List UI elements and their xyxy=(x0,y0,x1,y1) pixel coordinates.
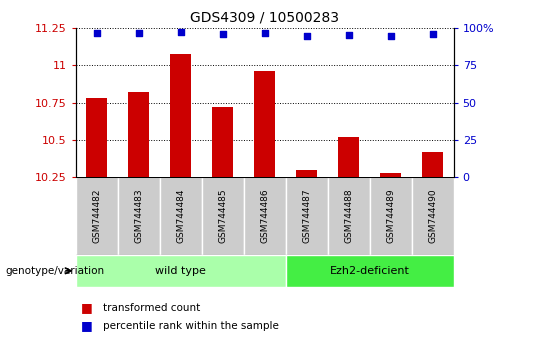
Text: GSM744490: GSM744490 xyxy=(428,189,437,243)
Bar xyxy=(422,152,443,177)
Bar xyxy=(86,98,107,177)
Point xyxy=(92,30,101,36)
Bar xyxy=(170,53,191,177)
Text: GSM744487: GSM744487 xyxy=(302,189,311,243)
Text: GSM744489: GSM744489 xyxy=(386,189,395,243)
Bar xyxy=(76,177,118,255)
Text: Ezh2-deficient: Ezh2-deficient xyxy=(329,266,409,276)
Text: ■: ■ xyxy=(81,302,93,314)
Text: GSM744483: GSM744483 xyxy=(134,189,143,243)
Point xyxy=(218,31,227,36)
Bar xyxy=(118,177,160,255)
Bar xyxy=(369,177,411,255)
Text: percentile rank within the sample: percentile rank within the sample xyxy=(103,321,279,331)
Bar xyxy=(380,172,401,177)
Text: genotype/variation: genotype/variation xyxy=(5,266,105,276)
Point xyxy=(260,30,269,36)
Bar xyxy=(411,177,454,255)
Bar xyxy=(338,137,359,177)
Text: GSM744484: GSM744484 xyxy=(176,189,185,243)
Text: transformed count: transformed count xyxy=(103,303,200,313)
Bar xyxy=(286,177,328,255)
Point xyxy=(386,33,395,39)
Text: GSM744488: GSM744488 xyxy=(344,189,353,243)
Bar xyxy=(76,255,286,287)
Bar xyxy=(254,72,275,177)
Bar xyxy=(286,255,454,287)
Title: GDS4309 / 10500283: GDS4309 / 10500283 xyxy=(190,10,339,24)
Text: wild type: wild type xyxy=(155,266,206,276)
Point xyxy=(345,32,353,38)
Text: ■: ■ xyxy=(81,319,93,332)
Bar xyxy=(212,107,233,177)
Point xyxy=(302,33,311,39)
Text: GSM744482: GSM744482 xyxy=(92,189,101,243)
Bar xyxy=(201,177,244,255)
Text: GSM744486: GSM744486 xyxy=(260,189,269,243)
Point xyxy=(176,29,185,35)
Text: GSM744485: GSM744485 xyxy=(218,189,227,243)
Point xyxy=(428,32,437,37)
Bar xyxy=(160,177,201,255)
Bar xyxy=(128,92,149,177)
Point xyxy=(134,30,143,36)
Bar xyxy=(328,177,369,255)
Bar xyxy=(296,170,317,177)
Bar xyxy=(244,177,286,255)
